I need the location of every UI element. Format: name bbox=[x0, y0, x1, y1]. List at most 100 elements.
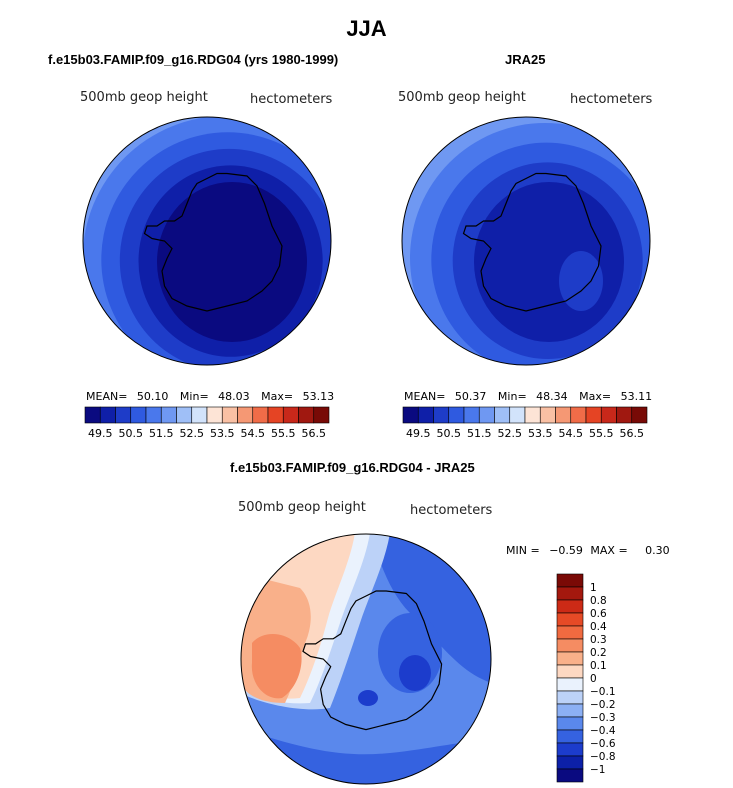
colorbar-tick-label: 49.5 bbox=[406, 427, 431, 440]
panel3-map bbox=[240, 533, 492, 785]
panel2-antarctica-coastline bbox=[462, 172, 602, 312]
colorbar-tick-label: −0.2 bbox=[590, 699, 616, 711]
colorbar-swatch bbox=[556, 612, 584, 627]
colorbar-swatch bbox=[585, 406, 602, 424]
colorbar-tick-label: 56.5 bbox=[302, 427, 327, 440]
panel1-stats: MEAN= 50.10 Min= 48.03 Max= 53.13 bbox=[86, 390, 334, 403]
colorbar-swatch bbox=[556, 586, 584, 601]
colorbar-swatch bbox=[570, 406, 587, 424]
panel3-min-label: MIN = bbox=[506, 544, 540, 557]
panel1-min: 48.03 bbox=[218, 390, 250, 403]
colorbar-swatch bbox=[556, 664, 584, 679]
colorbar-swatch bbox=[448, 406, 465, 424]
colorbar-tick-label: −0.6 bbox=[590, 738, 616, 750]
contour-patch bbox=[559, 251, 603, 311]
panel3-map-border bbox=[240, 533, 492, 785]
colorbar-tick-label: 49.5 bbox=[88, 427, 113, 440]
colorbar-tick-label: −0.8 bbox=[590, 751, 616, 763]
panel3-antarctica-coastline bbox=[302, 590, 443, 731]
panel2-mean-label: MEAN= bbox=[404, 390, 446, 403]
colorbar-swatch bbox=[417, 406, 434, 424]
colorbar-swatch bbox=[130, 406, 147, 424]
panel1-mean-label: MEAN= bbox=[86, 390, 128, 403]
colorbar-tick-label: 52.5 bbox=[180, 427, 205, 440]
colorbar-swatch bbox=[555, 406, 572, 424]
colorbar-swatch bbox=[206, 406, 223, 424]
panel1-field-label: 500mb geop height bbox=[80, 90, 208, 105]
colorbar-tick-label: −1 bbox=[590, 764, 605, 776]
colorbar-tick-label: 1 bbox=[590, 582, 597, 594]
colorbar-swatch bbox=[556, 677, 584, 692]
panel3-field-label: 500mb geop height bbox=[238, 500, 366, 515]
colorbar-tick-label: 0.6 bbox=[590, 608, 607, 620]
colorbar-swatch bbox=[556, 573, 584, 588]
colorbar-swatch bbox=[509, 406, 526, 424]
colorbar-tick-label: 53.5 bbox=[528, 427, 553, 440]
panel1-mean: 50.10 bbox=[136, 390, 169, 403]
panel2-title: JRA25 bbox=[505, 52, 546, 67]
contour-level-49.5 bbox=[474, 182, 624, 342]
colorbar-tick-label: 0.4 bbox=[590, 621, 607, 633]
colorbar-tick-label: 51.5 bbox=[149, 427, 174, 440]
colorbar-tick-label: 50.5 bbox=[437, 427, 462, 440]
panel1-units: hectometers bbox=[250, 92, 333, 107]
colorbar-swatch bbox=[221, 406, 238, 424]
colorbar-swatch bbox=[252, 406, 269, 424]
colorbar-swatch bbox=[463, 406, 480, 424]
panel2-map bbox=[401, 116, 651, 366]
colorbar-tick-label: 54.5 bbox=[241, 427, 265, 440]
panel2-max-label: Max= bbox=[579, 390, 612, 403]
panel1-title: f.e15b03.FAMIP.f09_g16.RDG04 (yrs 1980-1… bbox=[48, 52, 339, 67]
colorbar-swatch bbox=[433, 406, 450, 424]
colorbar-swatch bbox=[478, 406, 495, 424]
panel1-antarctica-coastline bbox=[143, 172, 283, 312]
colorbar-tick-label: 50.5 bbox=[119, 427, 143, 440]
colorbar-tick-label: 0 bbox=[590, 673, 597, 685]
panel1-colorbar: 49.5 50.5 51.5 52.5 53.5 54.5 55.5 56.5 bbox=[84, 406, 330, 440]
panel2-mean: 50.37 bbox=[454, 390, 487, 403]
colorbar-tick-label: 0.1 bbox=[590, 660, 607, 672]
colorbar-tick-label: 52.5 bbox=[498, 427, 523, 440]
colorbar-swatch bbox=[556, 729, 584, 744]
colorbar-swatch bbox=[402, 406, 419, 424]
colorbar-tick-label: 53.5 bbox=[210, 427, 235, 440]
colorbar-swatch bbox=[556, 625, 584, 640]
colorbar-swatch bbox=[524, 406, 541, 424]
panel2-map-border bbox=[401, 116, 651, 366]
contour-level-49.0 bbox=[157, 182, 307, 342]
panel3-min: −0.59 bbox=[549, 544, 583, 557]
colorbar-swatch bbox=[556, 768, 584, 783]
colorbar-tick-label: 51.5 bbox=[467, 427, 492, 440]
colorbar-tick-label: −0.4 bbox=[590, 725, 616, 737]
colorbar-tick-label: 0.8 bbox=[590, 595, 607, 607]
colorbar-tick-label: 0.3 bbox=[590, 634, 607, 646]
colorbar-tick-label: −0.3 bbox=[590, 712, 616, 724]
colorbar-swatch bbox=[313, 406, 330, 424]
colorbar-tick-label: 56.5 bbox=[620, 427, 645, 440]
panel3-max-label: MAX = bbox=[590, 544, 628, 557]
colorbar-tick-label: −0.1 bbox=[590, 686, 616, 698]
colorbar-swatch bbox=[556, 742, 584, 757]
colorbar-tick-label: 0.2 bbox=[590, 647, 607, 659]
colorbar-swatch bbox=[556, 690, 584, 705]
panel3-stats: MIN = −0.59 MAX = 0.30 bbox=[506, 544, 670, 557]
panel2-field-label: 500mb geop height bbox=[398, 90, 526, 105]
colorbar-swatch bbox=[267, 406, 284, 424]
panel3-colorbar: 10.80.60.40.30.20.10−0.1−0.2−0.3−0.4−0.6… bbox=[556, 573, 616, 783]
colorbar-swatch bbox=[556, 599, 584, 614]
colorbar-swatch bbox=[191, 406, 208, 424]
panel3-region-pos-0.3 bbox=[251, 633, 302, 699]
colorbar-swatch bbox=[556, 703, 584, 718]
panel1-map bbox=[82, 116, 332, 366]
colorbar-swatch bbox=[145, 406, 162, 424]
colorbar-tick-label: 54.5 bbox=[559, 427, 584, 440]
panel3-region-neg-0.6-core bbox=[399, 655, 431, 691]
colorbar-swatch bbox=[556, 716, 584, 731]
colorbar-swatch bbox=[600, 406, 617, 424]
panel1-min-label: Min= bbox=[179, 390, 209, 403]
panel1-map-border bbox=[82, 116, 332, 366]
colorbar-swatch bbox=[556, 651, 584, 666]
panel3-units: hectometers bbox=[410, 503, 493, 518]
colorbar-swatch bbox=[539, 406, 556, 424]
panel2-colorbar: 49.5 50.5 51.5 52.5 53.5 54.5 55.5 56.5 bbox=[402, 406, 648, 440]
